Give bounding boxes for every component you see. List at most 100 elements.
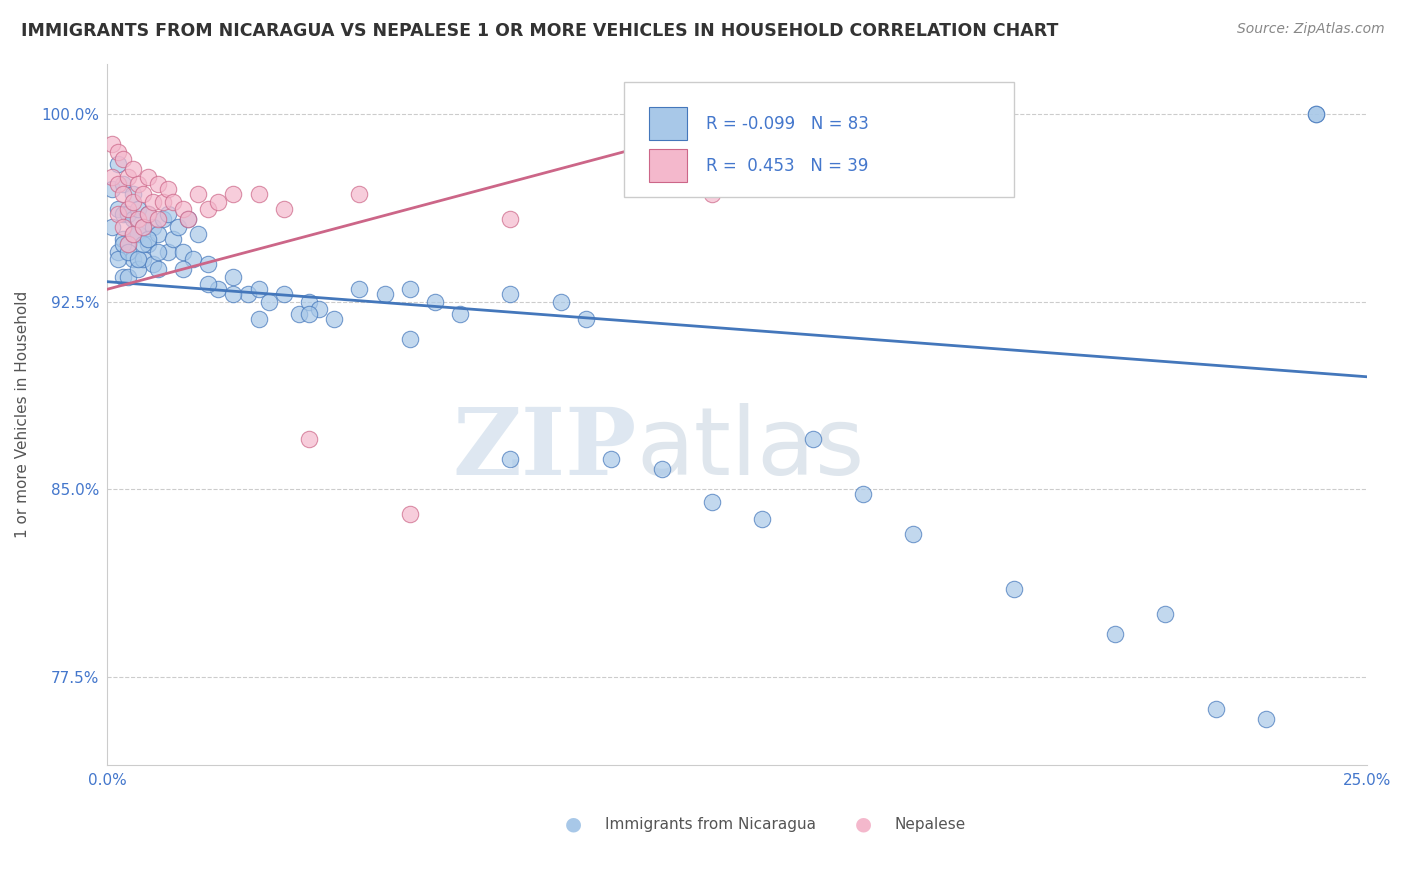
Point — [131, 187, 153, 202]
Point — [146, 244, 169, 259]
Point — [111, 187, 134, 202]
Point — [207, 282, 229, 296]
Point — [423, 294, 446, 309]
Point — [273, 287, 295, 301]
Text: ●: ● — [565, 814, 582, 833]
Point — [181, 252, 204, 267]
Point — [172, 244, 194, 259]
Point — [575, 312, 598, 326]
Point — [117, 207, 139, 221]
Point — [136, 237, 159, 252]
Point — [308, 302, 330, 317]
Text: R =  0.453   N = 39: R = 0.453 N = 39 — [706, 157, 868, 175]
Point — [177, 212, 200, 227]
Text: Source: ZipAtlas.com: Source: ZipAtlas.com — [1237, 22, 1385, 37]
Point — [177, 212, 200, 227]
Point — [323, 312, 346, 326]
Point — [499, 452, 522, 467]
Point — [127, 202, 149, 216]
Point — [1305, 107, 1327, 121]
Point — [222, 269, 245, 284]
Point — [101, 137, 124, 152]
Point — [751, 512, 773, 526]
Point — [127, 262, 149, 277]
Point — [121, 194, 143, 209]
Text: ●: ● — [855, 814, 872, 833]
Point — [136, 169, 159, 184]
Point — [298, 307, 321, 321]
Point — [111, 177, 134, 191]
Point — [298, 294, 321, 309]
Point — [600, 452, 623, 467]
Point — [247, 187, 270, 202]
Point — [273, 202, 295, 216]
Point — [117, 169, 139, 184]
Point — [152, 212, 174, 227]
Bar — [650, 149, 686, 183]
Point — [136, 207, 159, 221]
Point — [146, 212, 169, 227]
FancyBboxPatch shape — [624, 81, 1014, 197]
Point — [197, 257, 219, 271]
Point — [107, 202, 129, 216]
Point — [247, 312, 270, 326]
Point — [121, 162, 143, 177]
Point — [121, 212, 143, 227]
Point — [107, 157, 129, 171]
Point — [288, 307, 311, 321]
Point — [111, 269, 134, 284]
Point — [117, 237, 139, 252]
Point — [117, 244, 139, 259]
Point — [117, 202, 139, 216]
Text: ZIP: ZIP — [453, 404, 637, 494]
Point — [1002, 582, 1025, 597]
Point — [121, 227, 143, 242]
Point — [131, 219, 153, 234]
Point — [101, 182, 124, 196]
Point — [107, 145, 129, 159]
Point — [146, 262, 169, 277]
Point — [398, 282, 420, 296]
Bar — [650, 107, 686, 140]
Point — [156, 207, 179, 221]
Point — [167, 219, 190, 234]
Point — [373, 287, 395, 301]
Point — [257, 294, 280, 309]
Point — [131, 219, 153, 234]
Text: R = -0.099   N = 83: R = -0.099 N = 83 — [706, 114, 869, 133]
Point — [499, 287, 522, 301]
Point — [121, 227, 143, 242]
Point — [111, 207, 134, 221]
Point — [197, 202, 219, 216]
Point — [117, 269, 139, 284]
Point — [1205, 702, 1227, 716]
Point — [187, 187, 209, 202]
Text: IMMIGRANTS FROM NICARAGUA VS NEPALESE 1 OR MORE VEHICLES IN HOUSEHOLD CORRELATIO: IMMIGRANTS FROM NICARAGUA VS NEPALESE 1 … — [21, 22, 1059, 40]
Point — [101, 219, 124, 234]
Point — [172, 262, 194, 277]
Point — [111, 152, 134, 166]
Point — [107, 252, 129, 267]
Point — [700, 495, 723, 509]
Point — [187, 227, 209, 242]
Point — [107, 244, 129, 259]
Point — [651, 462, 673, 476]
Point — [146, 227, 169, 242]
Point — [550, 294, 572, 309]
Point — [146, 177, 169, 191]
Point — [298, 432, 321, 446]
Point — [111, 232, 134, 246]
Point — [127, 227, 149, 242]
Point — [801, 432, 824, 446]
Point — [101, 169, 124, 184]
Point — [127, 252, 149, 267]
Point — [136, 207, 159, 221]
Point — [398, 332, 420, 346]
Point — [852, 487, 875, 501]
Point — [700, 187, 723, 202]
Point — [903, 527, 925, 541]
Point — [499, 212, 522, 227]
Point — [131, 237, 153, 252]
Point — [127, 212, 149, 227]
Point — [172, 202, 194, 216]
